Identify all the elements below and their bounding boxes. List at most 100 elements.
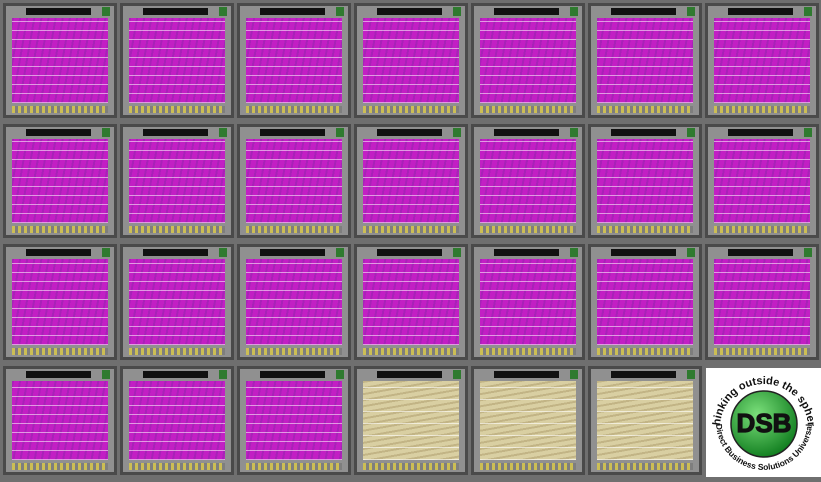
thumbnail-plot bbox=[363, 259, 459, 345]
thumbnail-ico bbox=[219, 128, 227, 137]
chart-thumbnail bbox=[354, 3, 468, 118]
thumbnail-foot bbox=[246, 226, 342, 233]
thumbnail-foot bbox=[480, 463, 576, 470]
thumbnail-plot bbox=[12, 139, 108, 223]
logo-globe bbox=[730, 390, 798, 458]
thumbnail-plot bbox=[12, 381, 108, 460]
thumbnail-hdr bbox=[494, 8, 559, 15]
chart-thumbnail bbox=[354, 366, 468, 475]
thumbnail-foot bbox=[597, 348, 693, 355]
chart-thumbnail bbox=[3, 3, 117, 118]
chart-thumbnail bbox=[471, 3, 585, 118]
thumbnail-foot bbox=[246, 348, 342, 355]
thumbnail-foot bbox=[12, 348, 108, 355]
thumbnail-foot bbox=[129, 106, 225, 113]
logo-graphic: Thinking outside the sphere DSB Direct B… bbox=[703, 359, 817, 472]
thumbnail-ico bbox=[102, 7, 110, 16]
thumbnail-foot bbox=[714, 226, 810, 233]
thumbnail-plot bbox=[129, 381, 225, 460]
thumbnail-plot bbox=[246, 18, 342, 103]
thumbnail-hdr bbox=[728, 129, 793, 136]
thumbnail-foot bbox=[129, 226, 225, 233]
thumbnail-hdr bbox=[377, 129, 442, 136]
thumbnail-plot bbox=[597, 381, 693, 460]
thumbnail-plot bbox=[480, 18, 576, 103]
thumbnail-ico bbox=[219, 370, 227, 379]
thumbnail-ico bbox=[336, 248, 344, 257]
thumbnail-hdr bbox=[377, 371, 442, 378]
thumbnail-ico bbox=[687, 7, 695, 16]
thumbnail-hdr bbox=[611, 8, 676, 15]
thumbnail-plot bbox=[129, 18, 225, 103]
chart-thumbnail bbox=[588, 366, 702, 475]
thumbnail-ico bbox=[219, 248, 227, 257]
thumbnail-hdr bbox=[377, 8, 442, 15]
chart-thumbnail bbox=[120, 366, 234, 475]
thumbnail-plot bbox=[363, 381, 459, 460]
thumbnail-hdr bbox=[26, 129, 91, 136]
thumbnail-foot bbox=[363, 106, 459, 113]
thumbnail-foot bbox=[363, 226, 459, 233]
thumbnail-foot bbox=[480, 348, 576, 355]
chart-thumbnail bbox=[471, 366, 585, 475]
thumbnail-hdr bbox=[260, 371, 325, 378]
thumbnail-hdr bbox=[611, 249, 676, 256]
thumbnail-hdr bbox=[143, 129, 208, 136]
thumbnail-plot bbox=[246, 259, 342, 345]
thumbnail-plot bbox=[597, 18, 693, 103]
chart-thumbnail bbox=[705, 124, 819, 238]
thumbnail-foot bbox=[129, 348, 225, 355]
thumbnail-hdr bbox=[26, 249, 91, 256]
chart-thumbnail bbox=[3, 244, 117, 360]
company-logo: Thinking outside the sphere DSB Direct B… bbox=[703, 359, 821, 477]
chart-thumbnail bbox=[705, 244, 819, 360]
thumbnail-plot bbox=[480, 139, 576, 223]
thumbnail-plot bbox=[597, 259, 693, 345]
thumbnail-ico bbox=[687, 128, 695, 137]
thumbnail-plot bbox=[363, 18, 459, 103]
chart-thumbnail bbox=[120, 244, 234, 360]
thumbnail-plot bbox=[480, 259, 576, 345]
thumbnail-ico bbox=[453, 128, 461, 137]
thumbnail-hdr bbox=[26, 8, 91, 15]
thumbnail-hdr bbox=[377, 249, 442, 256]
thumbnail-plot bbox=[714, 18, 810, 103]
chart-thumbnail bbox=[354, 244, 468, 360]
chart-thumbnail bbox=[471, 244, 585, 360]
thumbnail-foot bbox=[597, 226, 693, 233]
thumbnail-ico bbox=[453, 370, 461, 379]
thumbnail-hdr bbox=[143, 371, 208, 378]
thumbnail-ico bbox=[687, 370, 695, 379]
chart-thumbnail bbox=[237, 124, 351, 238]
thumbnail-foot bbox=[480, 106, 576, 113]
thumbnail-hdr bbox=[26, 371, 91, 378]
chart-thumbnail bbox=[237, 366, 351, 475]
thumbnail-foot bbox=[129, 463, 225, 470]
thumbnail-hdr bbox=[143, 249, 208, 256]
thumbnail-ico bbox=[570, 248, 578, 257]
thumbnail-hdr bbox=[260, 129, 325, 136]
thumbnail-hdr bbox=[260, 8, 325, 15]
thumbnail-foot bbox=[363, 348, 459, 355]
thumbnail-hdr bbox=[494, 249, 559, 256]
thumbnail-hdr bbox=[260, 249, 325, 256]
thumbnail-foot bbox=[12, 463, 108, 470]
chart-thumbnail bbox=[237, 244, 351, 360]
thumbnail-ico bbox=[336, 370, 344, 379]
thumbnail-foot bbox=[246, 106, 342, 113]
thumbnail-foot bbox=[714, 106, 810, 113]
thumbnail-plot bbox=[129, 259, 225, 345]
thumbnail-ico bbox=[804, 128, 812, 137]
thumbnail-foot bbox=[12, 106, 108, 113]
thumbnail-ico bbox=[570, 370, 578, 379]
thumbnail-foot bbox=[246, 463, 342, 470]
thumbnail-ico bbox=[570, 7, 578, 16]
thumbnail-foot bbox=[597, 106, 693, 113]
thumbnail-plot bbox=[246, 139, 342, 223]
thumbnail-ico bbox=[804, 248, 812, 257]
chart-thumbnail bbox=[588, 124, 702, 238]
thumbnail-hdr bbox=[728, 8, 793, 15]
thumbnail-ico bbox=[336, 7, 344, 16]
thumbnail-foot bbox=[714, 348, 810, 355]
